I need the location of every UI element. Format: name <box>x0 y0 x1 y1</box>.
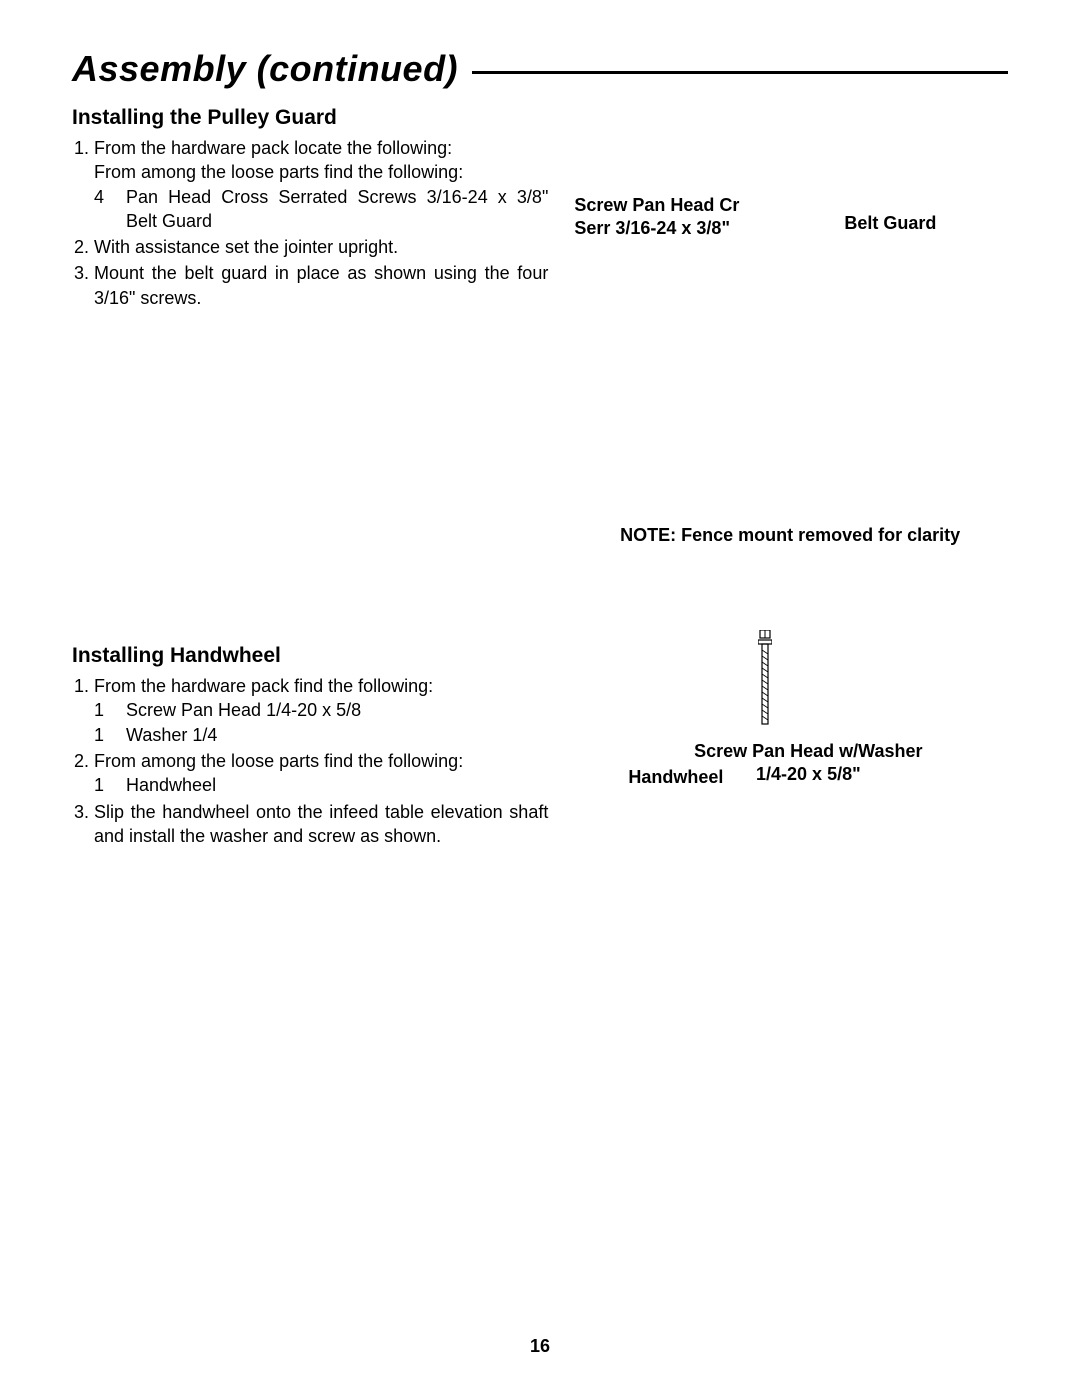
part-desc: Handwheel <box>126 773 548 797</box>
step-1-sub: From among the loose parts find the foll… <box>94 160 548 184</box>
step-1-part-row-1: 1 Screw Pan Head 1/4-20 x 5/8 <box>94 698 548 722</box>
manual-page: Assembly (continued) Installing the Pull… <box>0 0 1080 1397</box>
label-line: Serr 3/16-24 x 3/8" <box>574 218 730 238</box>
label-line: Screw Pan Head w/Washer <box>694 741 922 761</box>
step-1: From the hardware pack locate the follow… <box>94 136 548 233</box>
step-1: From the hardware pack find the followin… <box>94 674 548 747</box>
steps-pulley-guard: From the hardware pack locate the follow… <box>72 136 548 310</box>
part-qty: 1 <box>94 723 126 747</box>
label-belt-guard: Belt Guard <box>844 212 936 235</box>
part-qty: 4 <box>94 185 126 234</box>
section-handwheel: Installing Handwheel From the hardware p… <box>72 644 548 848</box>
header-rule <box>472 71 1008 74</box>
step-2: With assistance set the jointer upright. <box>94 235 548 259</box>
part-qty: 1 <box>94 698 126 722</box>
step-1-intro: From the hardware pack locate the follow… <box>94 138 452 158</box>
screw-icon <box>758 630 772 728</box>
step-1-intro: From the hardware pack find the followin… <box>94 676 433 696</box>
step-2-intro: From among the loose parts find the foll… <box>94 751 463 771</box>
page-header: Assembly (continued) <box>72 48 1008 90</box>
part-qty: 1 <box>94 773 126 797</box>
content-columns: Installing the Pulley Guard From the har… <box>72 100 1008 850</box>
step-2: From among the loose parts find the foll… <box>94 749 548 798</box>
figure-handwheel: Screw Pan Head w/Washer 1/4-20 x 5/8" Ha… <box>568 630 1008 1280</box>
label-line: 1/4-20 x 5/8" <box>756 764 861 784</box>
step-3: Mount the belt guard in place as shown u… <box>94 261 548 310</box>
figure-pulley-guard: Screw Pan Head Cr Serr 3/16-24 x 3/8" Be… <box>574 180 1014 600</box>
step-1-part-row: 4 Pan Head Cross Serrated Screws 3/16-24… <box>94 185 548 234</box>
right-column: Screw Pan Head Cr Serr 3/16-24 x 3/8" Be… <box>568 100 1008 850</box>
section-heading-handwheel: Installing Handwheel <box>72 644 548 668</box>
label-handwheel: Handwheel <box>628 766 723 789</box>
figure-note: NOTE: Fence mount removed for clarity <box>574 525 1006 546</box>
page-number: 16 <box>0 1336 1080 1357</box>
label-screw-pan-head-cr: Screw Pan Head Cr Serr 3/16-24 x 3/8" <box>574 194 794 241</box>
page-title: Assembly (continued) <box>72 48 458 90</box>
left-column: Installing the Pulley Guard From the har… <box>72 100 548 850</box>
part-desc: Screw Pan Head 1/4-20 x 5/8 <box>126 698 548 722</box>
section-heading-pulley-guard: Installing the Pulley Guard <box>72 106 548 130</box>
step-3: Slip the handwheel onto the infeed table… <box>94 800 548 849</box>
step-1-part-row-2: 1 Washer 1/4 <box>94 723 548 747</box>
part-desc: Washer 1/4 <box>126 723 548 747</box>
steps-handwheel: From the hardware pack find the followin… <box>72 674 548 848</box>
label-line: Screw Pan Head Cr <box>574 195 739 215</box>
part-desc: Pan Head Cross Serrated Screws 3/16-24 x… <box>126 185 548 234</box>
step-2-part-row: 1 Handwheel <box>94 773 548 797</box>
